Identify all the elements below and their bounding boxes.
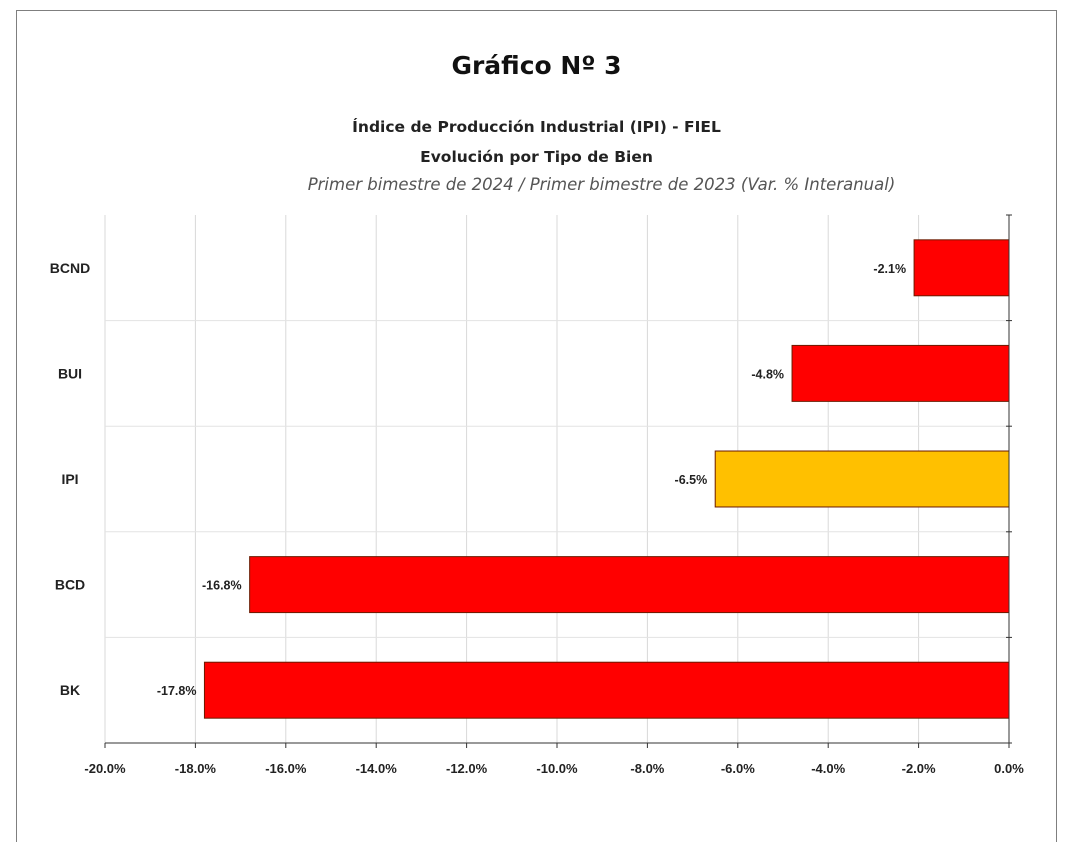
category-label-bui: BUI [58, 365, 82, 381]
x-tick-label: -8.0% [630, 761, 664, 776]
x-tick-label: -12.0% [446, 761, 488, 776]
category-label-bk: BK [60, 682, 80, 698]
x-tick-label: -14.0% [356, 761, 398, 776]
x-tick-label: -18.0% [175, 761, 217, 776]
chart-title: Gráfico Nº 3 [451, 51, 622, 80]
chart-subtitle-line-2: Evolución por Tipo de Bien [420, 148, 653, 166]
grid-lines [104, 215, 1009, 743]
data-label-bk: -17.8% [157, 684, 197, 698]
x-tick-label: 0.0% [994, 761, 1024, 776]
data-label-ipi: -6.5% [675, 473, 708, 487]
bar-bcnd [913, 239, 1010, 297]
chart-period-subtitle: Primer bimestre de 2024 / Primer bimestr… [307, 175, 896, 194]
data-label-bcd: -16.8% [202, 579, 242, 593]
x-tick-label: -20.0% [84, 761, 126, 776]
labels: -2.1% BCND -4.8% BUI -6.5% IPI -16.8% BCD -17.8%… [50, 260, 1024, 776]
data-label-bui: -4.8% [751, 367, 784, 381]
x-tick-label: -16.0% [265, 761, 307, 776]
data-label-bcnd: -2.1% [873, 262, 906, 276]
category-label-bcd: BCD [55, 577, 85, 593]
bar-ipi [714, 450, 1010, 508]
x-tick-label: -10.0% [536, 761, 578, 776]
x-tick-label: -4.0% [811, 761, 845, 776]
chart-subtitle-line-1: Índice de Producción Industrial (IPI) - … [352, 118, 721, 136]
bar-bk [203, 661, 1010, 719]
bar-bcd [249, 556, 1010, 614]
bar-bui [791, 344, 1010, 402]
category-label-ipi: IPI [61, 471, 78, 487]
x-tick-label: -6.0% [721, 761, 755, 776]
bars [203, 239, 1010, 719]
x-tick-label: -2.0% [902, 761, 936, 776]
category-label-bcnd: BCND [50, 260, 90, 276]
axes [104, 214, 1012, 748]
